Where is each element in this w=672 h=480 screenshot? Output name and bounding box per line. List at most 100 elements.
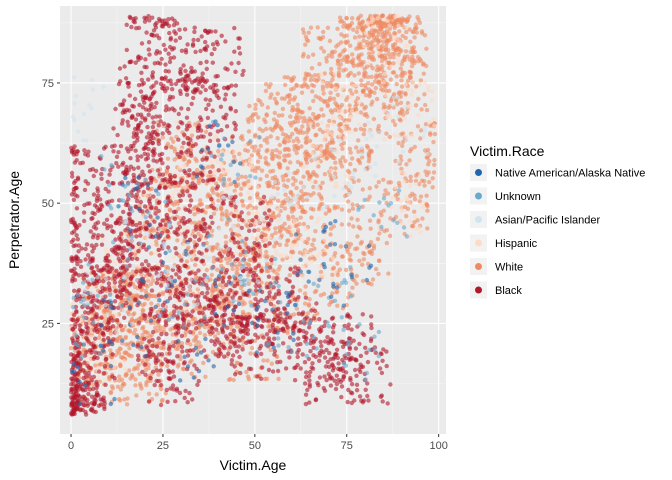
- data-point: [200, 71, 205, 76]
- data-point: [339, 254, 345, 259]
- data-point: [320, 180, 325, 185]
- data-point: [295, 354, 300, 360]
- data-point: [165, 228, 170, 234]
- data-point: [417, 82, 422, 87]
- data-point: [302, 291, 308, 296]
- data-point: [392, 51, 397, 56]
- data-point: [149, 101, 154, 107]
- data-point: [331, 322, 337, 328]
- data-point: [189, 250, 194, 255]
- data-point: [202, 332, 208, 338]
- data-point: [139, 70, 144, 76]
- data-point: [143, 57, 148, 62]
- data-point: [255, 185, 260, 190]
- data-point: [233, 109, 238, 114]
- data-point: [244, 215, 249, 220]
- data-point: [371, 38, 376, 44]
- data-point: [114, 318, 120, 323]
- data-point: [323, 364, 329, 369]
- data-point: [329, 316, 335, 321]
- data-point: [253, 265, 258, 270]
- data-point: [189, 371, 194, 376]
- data-point: [128, 252, 133, 258]
- data-point: [385, 18, 390, 24]
- data-point: [272, 269, 277, 274]
- data-point: [370, 66, 375, 71]
- data-point: [325, 98, 330, 104]
- data-point: [397, 90, 402, 95]
- data-point: [306, 30, 311, 35]
- data-point: [376, 258, 382, 263]
- data-point: [387, 55, 393, 60]
- data-point: [294, 242, 300, 247]
- data-point: [124, 47, 129, 53]
- data-point: [298, 232, 303, 238]
- data-point: [358, 353, 364, 359]
- data-point: [352, 367, 358, 373]
- data-point: [276, 376, 281, 382]
- data-point: [104, 217, 110, 222]
- data-point: [109, 359, 115, 365]
- data-point: [393, 48, 399, 53]
- data-point: [165, 141, 171, 147]
- data-point: [360, 187, 365, 192]
- data-point: [147, 272, 152, 277]
- data-point: [319, 343, 324, 349]
- data-point: [185, 135, 191, 141]
- data-point: [103, 186, 108, 192]
- data-point: [193, 185, 198, 190]
- data-point: [191, 37, 196, 43]
- data-point: [144, 380, 149, 385]
- data-point: [199, 34, 204, 39]
- data-point: [194, 338, 199, 343]
- data-point: [404, 213, 409, 219]
- data-point: [125, 119, 130, 125]
- data-point: [147, 52, 152, 57]
- data-point: [270, 322, 275, 328]
- data-point: [138, 89, 144, 94]
- data-point: [234, 349, 240, 354]
- data-point: [418, 194, 424, 199]
- data-point: [124, 402, 130, 407]
- data-point: [351, 63, 356, 69]
- data-point: [291, 176, 296, 181]
- data-point: [181, 157, 186, 162]
- data-point: [87, 282, 92, 287]
- data-point: [344, 15, 349, 21]
- data-point: [210, 220, 215, 225]
- data-point: [376, 51, 381, 56]
- data-point: [321, 156, 326, 161]
- data-point: [223, 234, 228, 239]
- data-point: [368, 226, 373, 231]
- data-point: [377, 231, 382, 236]
- data-point: [112, 245, 117, 250]
- data-point: [276, 113, 281, 118]
- data-point: [396, 59, 401, 65]
- data-point: [218, 104, 224, 110]
- data-point: [160, 24, 166, 29]
- data-point: [115, 384, 121, 389]
- data-point: [350, 52, 355, 57]
- data-point: [221, 170, 227, 175]
- data-point: [140, 358, 145, 363]
- data-point: [157, 185, 162, 190]
- data-point: [263, 88, 269, 94]
- data-point: [333, 386, 339, 392]
- data-point: [331, 330, 336, 335]
- data-point: [264, 229, 269, 234]
- data-point: [327, 38, 333, 44]
- data-point: [213, 29, 218, 34]
- data-point: [223, 116, 228, 121]
- data-point: [396, 52, 401, 57]
- data-point: [76, 287, 82, 293]
- data-point: [149, 205, 154, 210]
- data-point: [335, 92, 340, 98]
- data-point: [209, 203, 214, 209]
- data-point: [364, 39, 370, 45]
- data-point: [142, 15, 147, 20]
- data-point: [266, 367, 272, 373]
- data-point: [234, 324, 240, 329]
- data-point: [184, 115, 190, 120]
- data-point: [130, 222, 135, 227]
- data-point: [392, 133, 397, 138]
